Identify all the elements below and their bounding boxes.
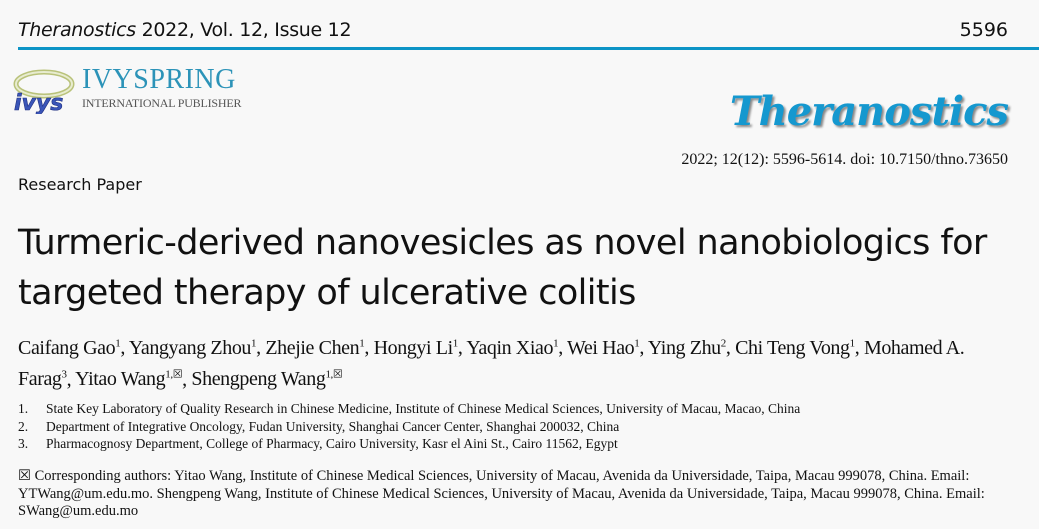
affiliation-number: 3. [18,436,29,451]
journal-logo: Theranostics [729,88,1009,135]
author-affiliation-mark: 1 [359,337,365,349]
svg-text:ivys: ivys [14,91,63,114]
page-number: 5596 [959,19,1008,41]
author-affiliation-mark: 1 [115,337,121,349]
author-affiliation-mark: 1 [452,337,459,349]
author: Yaqin Xiao1 [466,336,559,359]
author: Shengpeng Wang1,☒ [191,368,343,391]
author: Hongyi Li1 [373,336,459,359]
author: Yitao Wang1,☒ [75,368,183,391]
affiliation-item: 1. State Key Laboratory of Quality Resear… [18,400,800,418]
author: Wei Hao1 [567,336,640,359]
author-affiliation-mark: 1 [251,337,257,349]
affiliation-text: Pharmacognosy Department, College of Pha… [46,436,618,451]
author-affiliation-mark: 1 [634,337,640,349]
author-affiliation-mark: 1,☒ [325,368,343,381]
corresponding-authors: ☒ Corresponding authors: Yitao Wang, Ins… [18,468,985,519]
author: Yangyang Zhou1 [128,336,257,359]
affiliation-text: State Key Laboratory of Quality Research… [46,401,801,416]
author: Zhejie Chen1 [265,336,365,359]
article-type: Research Paper [18,175,142,194]
affiliation-number: 1. [18,401,29,416]
affiliation-item: 2. Department of Integrative Oncology, Fu… [18,418,800,436]
affiliation-number: 2. [18,418,29,434]
author: Ying Zhu2 [647,336,727,359]
affiliation-text: Department of Integrative Oncology, Fuda… [46,418,620,434]
running-header: Theranostics 2022, Vol. 12, Issue 12 [18,19,352,41]
author-affiliation-mark: 1 [553,337,559,349]
citation-doi: 2022; 12(12): 5596-5614. doi: 10.7150/th… [681,151,1008,168]
author-affiliation-mark: 1,☒ [165,368,183,381]
publisher-subtitle: INTERNATIONAL PUBLISHER [82,96,242,110]
author-affiliation-mark: 2 [720,337,727,349]
author-affiliation-mark: 3 [61,368,68,381]
author-affiliation-mark: 1 [849,337,856,349]
article-title: Turmeric-derived nanovesicles as novel n… [18,223,987,313]
ivyspring-logo-icon: ivys [13,69,75,114]
author: Chi Teng Vong1 [735,336,856,359]
header-rule [18,47,1039,50]
author: Mohamed A. Farag3 [18,336,965,391]
publisher-name: IVYSPRING [82,64,236,95]
affiliation-item: 3. Pharmacognosy Department, College of P… [18,435,800,453]
author-list: Caifang Gao1, Yangyang Zhou1, Zhejie Che… [18,336,965,391]
affiliation-list: 1. State Key Laboratory of Quality Resear… [18,400,800,453]
author: Caifang Gao1 [18,336,121,359]
issue-info: 2022, Vol. 12, Issue 12 [141,19,352,41]
journal-name: Theranostics [18,19,136,41]
